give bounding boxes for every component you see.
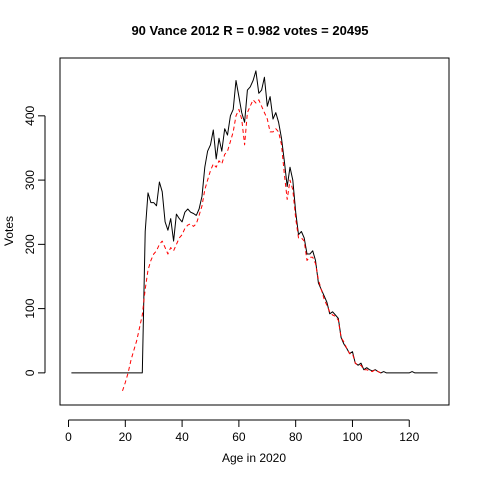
y-axis-label: Votes <box>2 216 16 246</box>
x-axis-label: Age in 2020 <box>222 451 286 465</box>
y-tick-label: 300 <box>23 170 37 190</box>
x-tick-label: 100 <box>342 430 362 444</box>
series-line-dashed <box>122 99 382 392</box>
x-axis: 0 20 40 60 80 100 120 <box>65 419 420 444</box>
y-tick-label: 0 <box>23 369 37 376</box>
x-tick-label: 80 <box>289 430 303 444</box>
x-tick-label: 0 <box>65 430 72 444</box>
chart-title: 90 Vance 2012 R = 0.982 votes = 20495 <box>131 23 368 38</box>
series-layer <box>71 70 438 392</box>
y-tick-label: 400 <box>23 106 37 126</box>
x-tick-label: 40 <box>175 430 189 444</box>
plot-frame <box>59 57 450 406</box>
y-axis: 0 100 200 300 400 <box>23 106 46 376</box>
x-tick-label: 60 <box>232 430 246 444</box>
y-tick-label: 100 <box>23 298 37 318</box>
x-tick-label: 120 <box>399 430 419 444</box>
y-tick-label: 200 <box>23 234 37 254</box>
x-tick-label: 20 <box>119 430 133 444</box>
series-line-solid <box>71 70 438 374</box>
